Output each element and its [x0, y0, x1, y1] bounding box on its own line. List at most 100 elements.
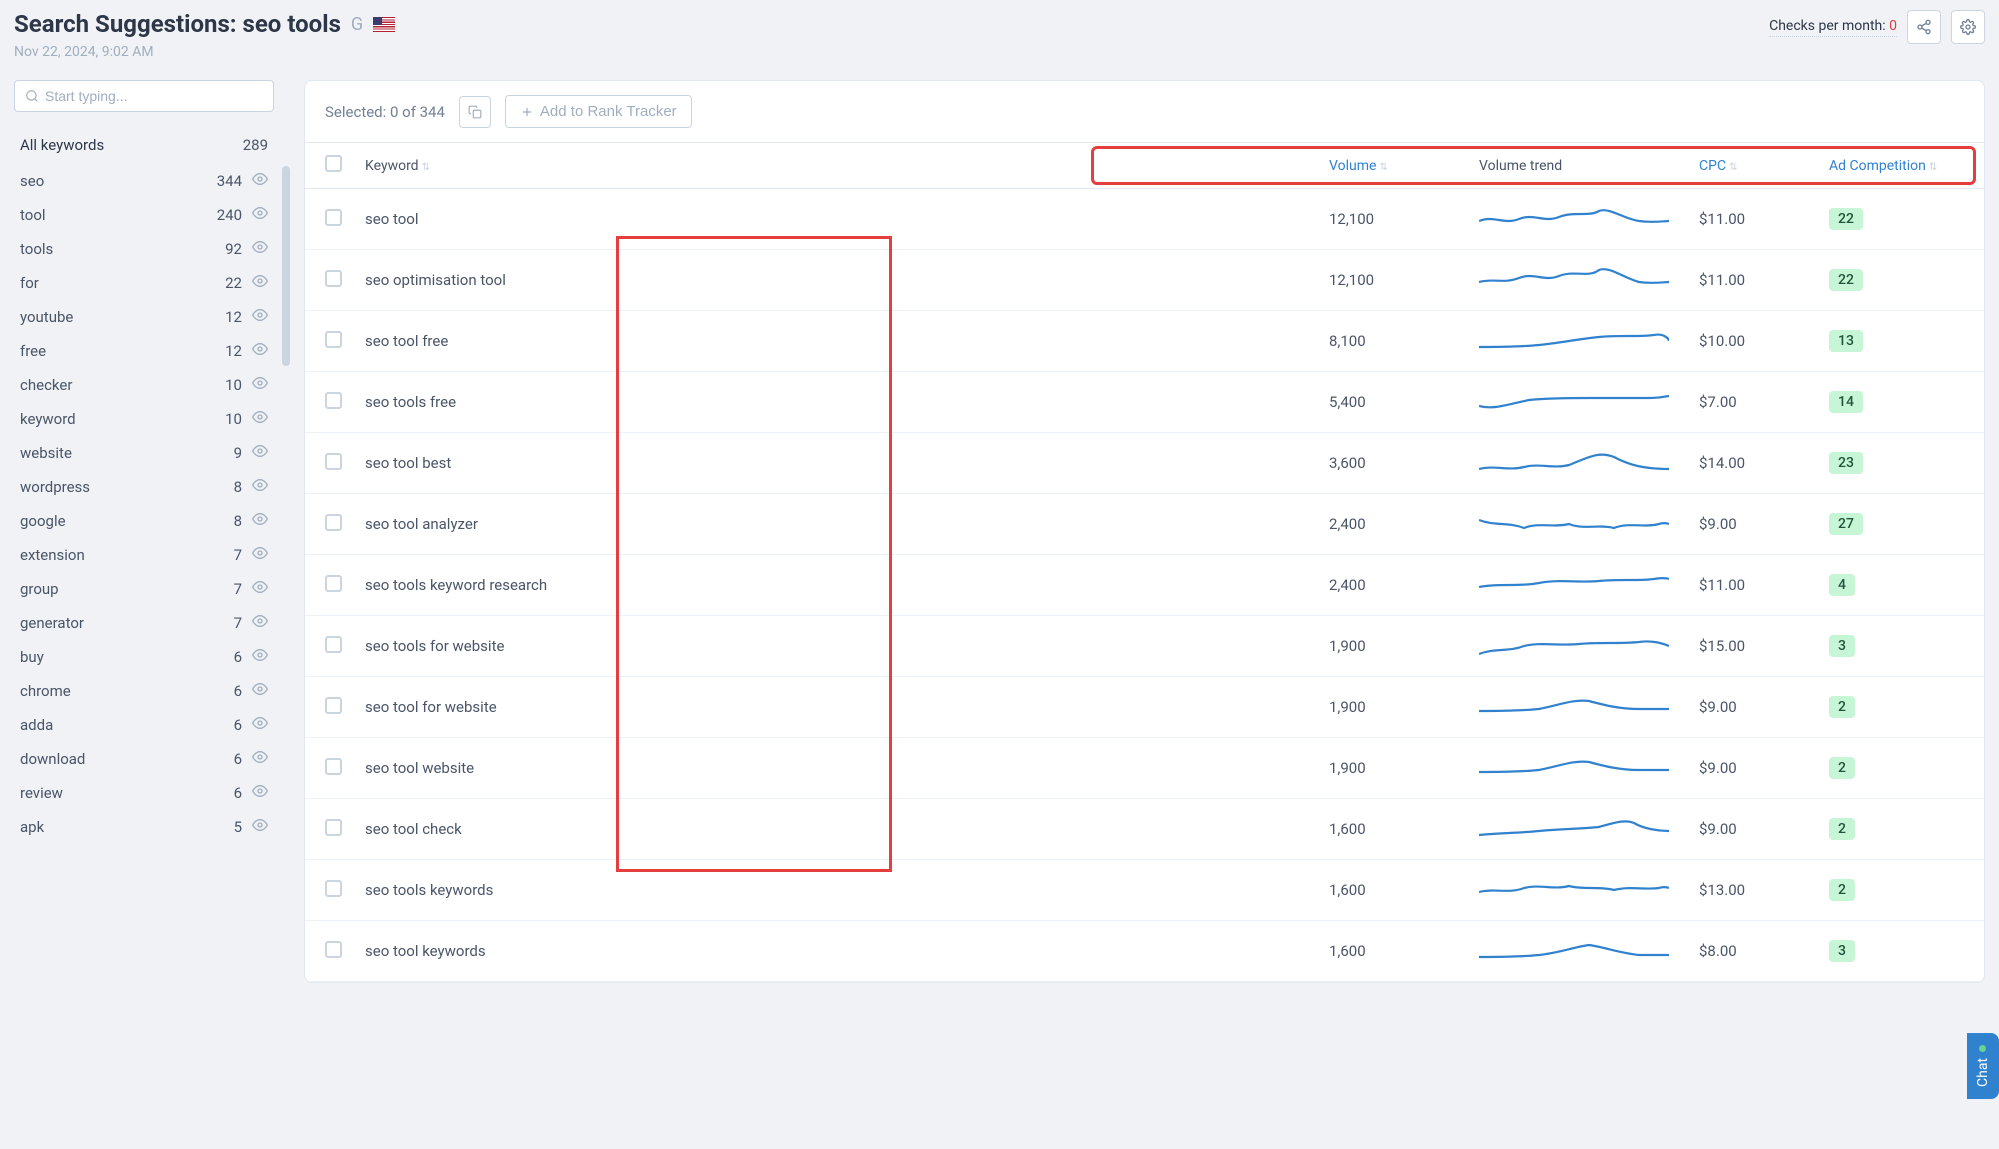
sidebar-keyword-label: website: [20, 444, 202, 462]
visibility-toggle[interactable]: [242, 817, 268, 837]
cell-cpc: $11.00: [1699, 576, 1829, 594]
cell-keyword[interactable]: seo tool for website: [365, 698, 1329, 716]
cell-keyword[interactable]: seo tool keywords: [365, 942, 1329, 960]
visibility-toggle[interactable]: [242, 681, 268, 701]
sidebar-keyword-item[interactable]: seo 344: [14, 164, 274, 198]
sidebar-keyword-item[interactable]: download 6: [14, 742, 274, 776]
cell-keyword[interactable]: seo optimisation tool: [365, 271, 1329, 289]
sidebar-keyword-item[interactable]: free 12: [14, 334, 274, 368]
sidebar-keyword-item[interactable]: extension 7: [14, 538, 274, 572]
sidebar-keyword-label: wordpress: [20, 478, 202, 496]
row-checkbox[interactable]: [325, 209, 342, 226]
cell-keyword[interactable]: seo tools free: [365, 393, 1329, 411]
cell-keyword[interactable]: seo tool best: [365, 454, 1329, 472]
row-checkbox[interactable]: [325, 453, 342, 470]
row-checkbox[interactable]: [325, 392, 342, 409]
sidebar-keyword-count: 7: [202, 580, 242, 598]
table-row: seo tool keywords 1,600 $8.00 3: [305, 921, 1984, 982]
cell-keyword[interactable]: seo tools keywords: [365, 881, 1329, 899]
select-all-checkbox[interactable]: [325, 155, 342, 172]
selected-count: Selected: 0 of 344: [325, 103, 445, 121]
visibility-toggle[interactable]: [242, 171, 268, 191]
sidebar-keyword-count: 92: [202, 240, 242, 258]
sidebar-keyword-item[interactable]: chrome 6: [14, 674, 274, 708]
sidebar-keyword-label: google: [20, 512, 202, 530]
sidebar-keyword-item[interactable]: review 6: [14, 776, 274, 810]
cell-cpc: $8.00: [1699, 942, 1829, 960]
sidebar-keyword-item[interactable]: tool 240: [14, 198, 274, 232]
visibility-toggle[interactable]: [242, 205, 268, 225]
visibility-toggle[interactable]: [242, 511, 268, 531]
row-checkbox[interactable]: [325, 514, 342, 531]
sidebar-keyword-item[interactable]: website 9: [14, 436, 274, 470]
visibility-toggle[interactable]: [242, 579, 268, 599]
cell-keyword[interactable]: seo tool check: [365, 820, 1329, 838]
sidebar-keyword-item[interactable]: buy 6: [14, 640, 274, 674]
column-volume[interactable]: Volume⇅: [1329, 158, 1479, 174]
row-checkbox[interactable]: [325, 941, 342, 958]
sidebar-keyword-item[interactable]: tools 92: [14, 232, 274, 266]
row-checkbox[interactable]: [325, 880, 342, 897]
sidebar-keyword-count: 8: [202, 512, 242, 530]
table-header: Keyword⇅ Volume⇅ Volume trend CPC⇅ Ad Co…: [305, 143, 1984, 189]
visibility-toggle[interactable]: [242, 443, 268, 463]
visibility-toggle[interactable]: [242, 715, 268, 735]
sidebar-keyword-item[interactable]: for 22: [14, 266, 274, 300]
visibility-toggle[interactable]: [242, 545, 268, 565]
eye-icon: [252, 205, 268, 221]
cell-volume: 3,600: [1329, 454, 1479, 472]
cell-volume: 1,600: [1329, 942, 1479, 960]
online-indicator-icon: [1980, 1045, 1987, 1052]
column-cpc[interactable]: CPC⇅: [1699, 158, 1829, 174]
eye-icon: [252, 749, 268, 765]
sidebar-keyword-item[interactable]: wordpress 8: [14, 470, 274, 504]
sidebar-keyword-item[interactable]: adda 6: [14, 708, 274, 742]
search-input[interactable]: [45, 88, 263, 104]
row-checkbox[interactable]: [325, 270, 342, 287]
cell-keyword[interactable]: seo tools keyword research: [365, 576, 1329, 594]
visibility-toggle[interactable]: [242, 341, 268, 361]
column-keyword[interactable]: Keyword⇅: [365, 158, 1329, 174]
sidebar-keyword-item[interactable]: apk 5: [14, 810, 274, 844]
visibility-toggle[interactable]: [242, 783, 268, 803]
visibility-toggle[interactable]: [242, 477, 268, 497]
row-checkbox[interactable]: [325, 758, 342, 775]
sidebar-keyword-item[interactable]: group 7: [14, 572, 274, 606]
cell-cpc: $9.00: [1699, 820, 1829, 838]
all-keywords-row[interactable]: All keywords 289: [14, 126, 274, 164]
add-to-rank-tracker-button[interactable]: Add to Rank Tracker: [505, 95, 692, 128]
visibility-toggle[interactable]: [242, 647, 268, 667]
chat-tab[interactable]: Chat: [1967, 1033, 1999, 1099]
visibility-toggle[interactable]: [242, 273, 268, 293]
column-ad-competition[interactable]: Ad Competition⇅: [1829, 158, 1964, 174]
settings-button[interactable]: [1951, 10, 1985, 44]
cell-keyword[interactable]: seo tool: [365, 210, 1329, 228]
main-panel: Selected: 0 of 344 Add to Rank Tracker K…: [304, 80, 1985, 983]
sidebar-keyword-item[interactable]: youtube 12: [14, 300, 274, 334]
cell-volume: 12,100: [1329, 271, 1479, 289]
row-checkbox[interactable]: [325, 697, 342, 714]
visibility-toggle[interactable]: [242, 375, 268, 395]
share-button[interactable]: [1907, 10, 1941, 44]
cell-keyword[interactable]: seo tools for website: [365, 637, 1329, 655]
sidebar-keyword-item[interactable]: google 8: [14, 504, 274, 538]
visibility-toggle[interactable]: [242, 239, 268, 259]
cell-keyword[interactable]: seo tool analyzer: [365, 515, 1329, 533]
cell-keyword[interactable]: seo tool free: [365, 332, 1329, 350]
sidebar-search[interactable]: [14, 80, 274, 112]
row-checkbox[interactable]: [325, 331, 342, 348]
row-checkbox[interactable]: [325, 575, 342, 592]
cell-keyword[interactable]: seo tool website: [365, 759, 1329, 777]
sparkline-icon: [1479, 935, 1669, 963]
visibility-toggle[interactable]: [242, 409, 268, 429]
row-checkbox[interactable]: [325, 819, 342, 836]
visibility-toggle[interactable]: [242, 307, 268, 327]
sidebar-scrollbar[interactable]: [282, 166, 290, 366]
sidebar-keyword-item[interactable]: generator 7: [14, 606, 274, 640]
sidebar-keyword-item[interactable]: checker 10: [14, 368, 274, 402]
visibility-toggle[interactable]: [242, 749, 268, 769]
visibility-toggle[interactable]: [242, 613, 268, 633]
sidebar-keyword-item[interactable]: keyword 10: [14, 402, 274, 436]
row-checkbox[interactable]: [325, 636, 342, 653]
copy-button[interactable]: [459, 96, 491, 128]
